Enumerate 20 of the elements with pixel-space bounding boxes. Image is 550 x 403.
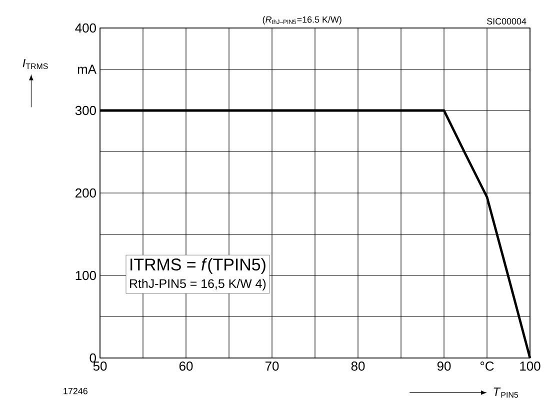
y-tick-label: 200 [76,188,96,198]
x-axis-title: T$_{PIN5}$ [494,388,518,398]
x-tick-label: °C [480,362,494,371]
text: 17246 [64,388,88,394]
x-tick-label: 80 [351,362,365,371]
y-tick-label: mA [78,64,96,74]
x-tick-label: 60 [179,362,193,371]
y-axis-title: I$_{TRMS}$ [22,58,48,70]
x-tick-label: 70 [265,362,279,371]
y-tick-label: 300 [75,106,96,116]
x-tick-label: 50 [93,362,107,371]
x-tick-label: 90 [437,362,451,371]
y-tick-label: 100 [76,270,96,280]
y-tick-label: 400 [75,23,96,33]
x-tick-label: 100 [520,362,540,371]
annotation: RthJ-PIN5 = 16,5 K/W 4) [130,278,266,290]
text: (R$_{thJ–PIN5}$=16.5 K/W) [262,16,342,24]
annotation: ITRMS = f(TPIN5) [130,258,266,274]
text: SIC00004 [487,18,526,24]
y-tick-label: 0 [90,353,96,363]
